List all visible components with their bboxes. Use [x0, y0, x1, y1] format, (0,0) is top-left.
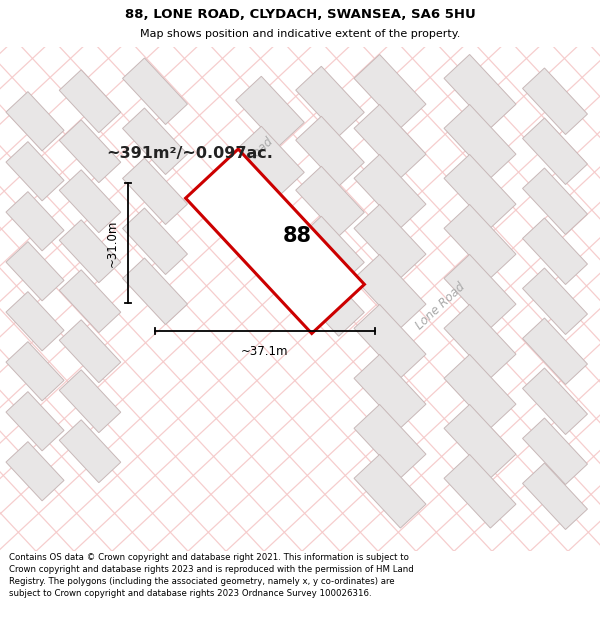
Text: 88, LONE ROAD, CLYDACH, SWANSEA, SA6 5HU: 88, LONE ROAD, CLYDACH, SWANSEA, SA6 5HU	[125, 8, 475, 21]
Polygon shape	[523, 463, 587, 529]
Polygon shape	[236, 176, 304, 246]
Polygon shape	[59, 370, 121, 432]
Polygon shape	[444, 304, 516, 378]
Polygon shape	[444, 54, 516, 128]
Polygon shape	[354, 304, 426, 378]
Polygon shape	[6, 442, 64, 501]
Polygon shape	[122, 58, 187, 124]
Polygon shape	[354, 354, 426, 428]
Polygon shape	[523, 418, 587, 484]
Polygon shape	[185, 149, 364, 334]
Polygon shape	[236, 76, 304, 146]
Polygon shape	[296, 266, 364, 336]
Polygon shape	[296, 166, 364, 236]
Polygon shape	[296, 116, 364, 186]
Polygon shape	[523, 318, 587, 384]
Text: Lone Road: Lone Road	[413, 280, 467, 332]
Polygon shape	[354, 204, 426, 278]
Polygon shape	[6, 192, 64, 251]
Polygon shape	[59, 420, 121, 482]
Polygon shape	[444, 254, 516, 328]
Polygon shape	[523, 68, 587, 134]
Polygon shape	[523, 218, 587, 284]
Polygon shape	[444, 204, 516, 278]
Text: 88: 88	[283, 226, 311, 246]
Polygon shape	[59, 170, 121, 232]
Text: Map shows position and indicative extent of the property.: Map shows position and indicative extent…	[140, 29, 460, 39]
Polygon shape	[444, 354, 516, 428]
Polygon shape	[444, 154, 516, 228]
Polygon shape	[122, 258, 187, 324]
Polygon shape	[59, 320, 121, 382]
Polygon shape	[444, 104, 516, 178]
Polygon shape	[6, 292, 64, 351]
Polygon shape	[296, 66, 364, 136]
Text: ~31.0m: ~31.0m	[106, 219, 119, 267]
Text: ~37.1m: ~37.1m	[241, 345, 289, 358]
Polygon shape	[59, 220, 121, 282]
Polygon shape	[354, 254, 426, 328]
Polygon shape	[354, 154, 426, 228]
Polygon shape	[354, 54, 426, 128]
Polygon shape	[59, 270, 121, 332]
Text: Lone Road: Lone Road	[221, 135, 275, 188]
Polygon shape	[354, 104, 426, 178]
Text: Contains OS data © Crown copyright and database right 2021. This information is : Contains OS data © Crown copyright and d…	[9, 554, 414, 598]
Polygon shape	[122, 158, 187, 224]
Polygon shape	[122, 208, 187, 274]
Polygon shape	[444, 454, 516, 528]
Polygon shape	[59, 70, 121, 132]
Polygon shape	[236, 126, 304, 196]
Text: ~391m²/~0.097ac.: ~391m²/~0.097ac.	[107, 146, 274, 161]
Polygon shape	[122, 108, 187, 174]
Polygon shape	[236, 226, 304, 296]
Polygon shape	[444, 404, 516, 478]
Polygon shape	[6, 92, 64, 151]
Polygon shape	[6, 242, 64, 301]
Polygon shape	[6, 392, 64, 451]
Polygon shape	[523, 268, 587, 334]
Polygon shape	[523, 368, 587, 434]
Polygon shape	[6, 342, 64, 401]
Polygon shape	[354, 404, 426, 478]
Polygon shape	[523, 118, 587, 184]
Polygon shape	[59, 120, 121, 182]
Polygon shape	[523, 168, 587, 234]
Polygon shape	[354, 454, 426, 528]
Polygon shape	[6, 142, 64, 201]
Polygon shape	[296, 216, 364, 286]
